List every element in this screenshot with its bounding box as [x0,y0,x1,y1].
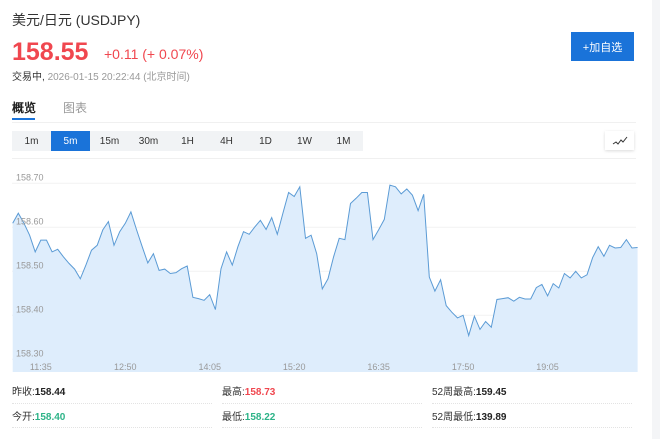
stat-item: 最高:158.73 [222,383,275,398]
stat-item: 昨收:158.44 [12,383,65,398]
x-tick-label: 17:50 [452,362,475,372]
price-change: +0.11 (+ 0.07%) [104,46,204,62]
y-tick-label: 158.30 [16,348,44,358]
divider [12,403,212,404]
stat-label: 最低: [222,412,245,423]
trading-status: 交易中, 2026-01-15 20:22:44 (北京时间) [12,68,190,83]
interval-5m[interactable]: 5m [51,131,90,151]
interval-1M[interactable]: 1M [336,135,351,147]
x-tick-label: 15:20 [283,362,306,372]
tab-chart[interactable]: 图表 [63,101,88,115]
price-chart: 158.30 158.40 158.50 158.60 158.70 11:35 12:50… [12,160,638,372]
interval-4H[interactable]: 4H [220,135,233,147]
divider [12,158,636,159]
y-tick-label: 158.40 [16,304,44,314]
interval-1D[interactable]: 1D [259,135,272,147]
interval-selector: 1m 5m 15m 30m 1H 4H 1D 1W 1M [12,131,363,151]
stat-value: 139.89 [475,412,507,423]
stat-value: 158.73 [244,387,276,398]
stat-label: 52周最高: [432,387,476,398]
stat-value: 159.45 [475,387,507,398]
divider [432,403,632,404]
divider [222,427,422,428]
add-to-watchlist-button[interactable]: +加自选 [571,32,634,61]
stat-label: 今开: [12,412,35,423]
stat-value: 158.40 [34,412,66,423]
chart-type-button[interactable] [605,131,634,150]
stat-value: 158.22 [244,412,276,423]
stat-label: 昨收: [12,387,35,398]
stat-item: 最低:158.22 [222,408,275,423]
tab-overview[interactable]: 概览 [12,101,37,115]
x-tick-label: 14:05 [198,362,221,372]
stat-label: 52周最低: [432,412,476,423]
scrollbar[interactable] [652,0,660,439]
interval-15m[interactable]: 15m [99,135,120,147]
interval-1m[interactable]: 1m [24,135,39,147]
y-tick-label: 158.50 [16,260,44,270]
interval-1H[interactable]: 1H [181,135,194,147]
y-tick-label: 158.60 [16,216,44,226]
stat-item: 今开:158.40 [12,408,65,423]
stat-value: 158.44 [34,387,66,398]
stat-label: 最高: [222,387,245,398]
y-tick-label: 158.70 [16,172,44,182]
status-label: 交易中, [12,72,45,83]
divider [12,122,636,123]
instrument-title: 美元/日元 (USDJPY) [12,12,141,28]
stat-item: 52周最低:139.89 [432,408,507,423]
divider [12,427,212,428]
area-fill [12,185,638,372]
x-tick-label: 11:35 [30,362,52,372]
line-chart-icon [612,136,627,145]
interval-1W[interactable]: 1W [297,135,312,147]
stat-item: 52周最高:159.45 [432,383,507,398]
active-tab-indicator [12,118,35,120]
timestamp: 2026-01-15 20:22:44 (北京时间) [47,72,190,83]
current-price: 158.55 [12,38,89,66]
x-tick-label: 16:35 [367,362,390,372]
x-tick-label: 19:05 [536,362,559,372]
price-line [12,184,638,338]
divider [432,427,632,428]
interval-30m[interactable]: 30m [138,135,159,147]
x-tick-label: 12:50 [114,362,137,372]
divider [222,403,422,404]
